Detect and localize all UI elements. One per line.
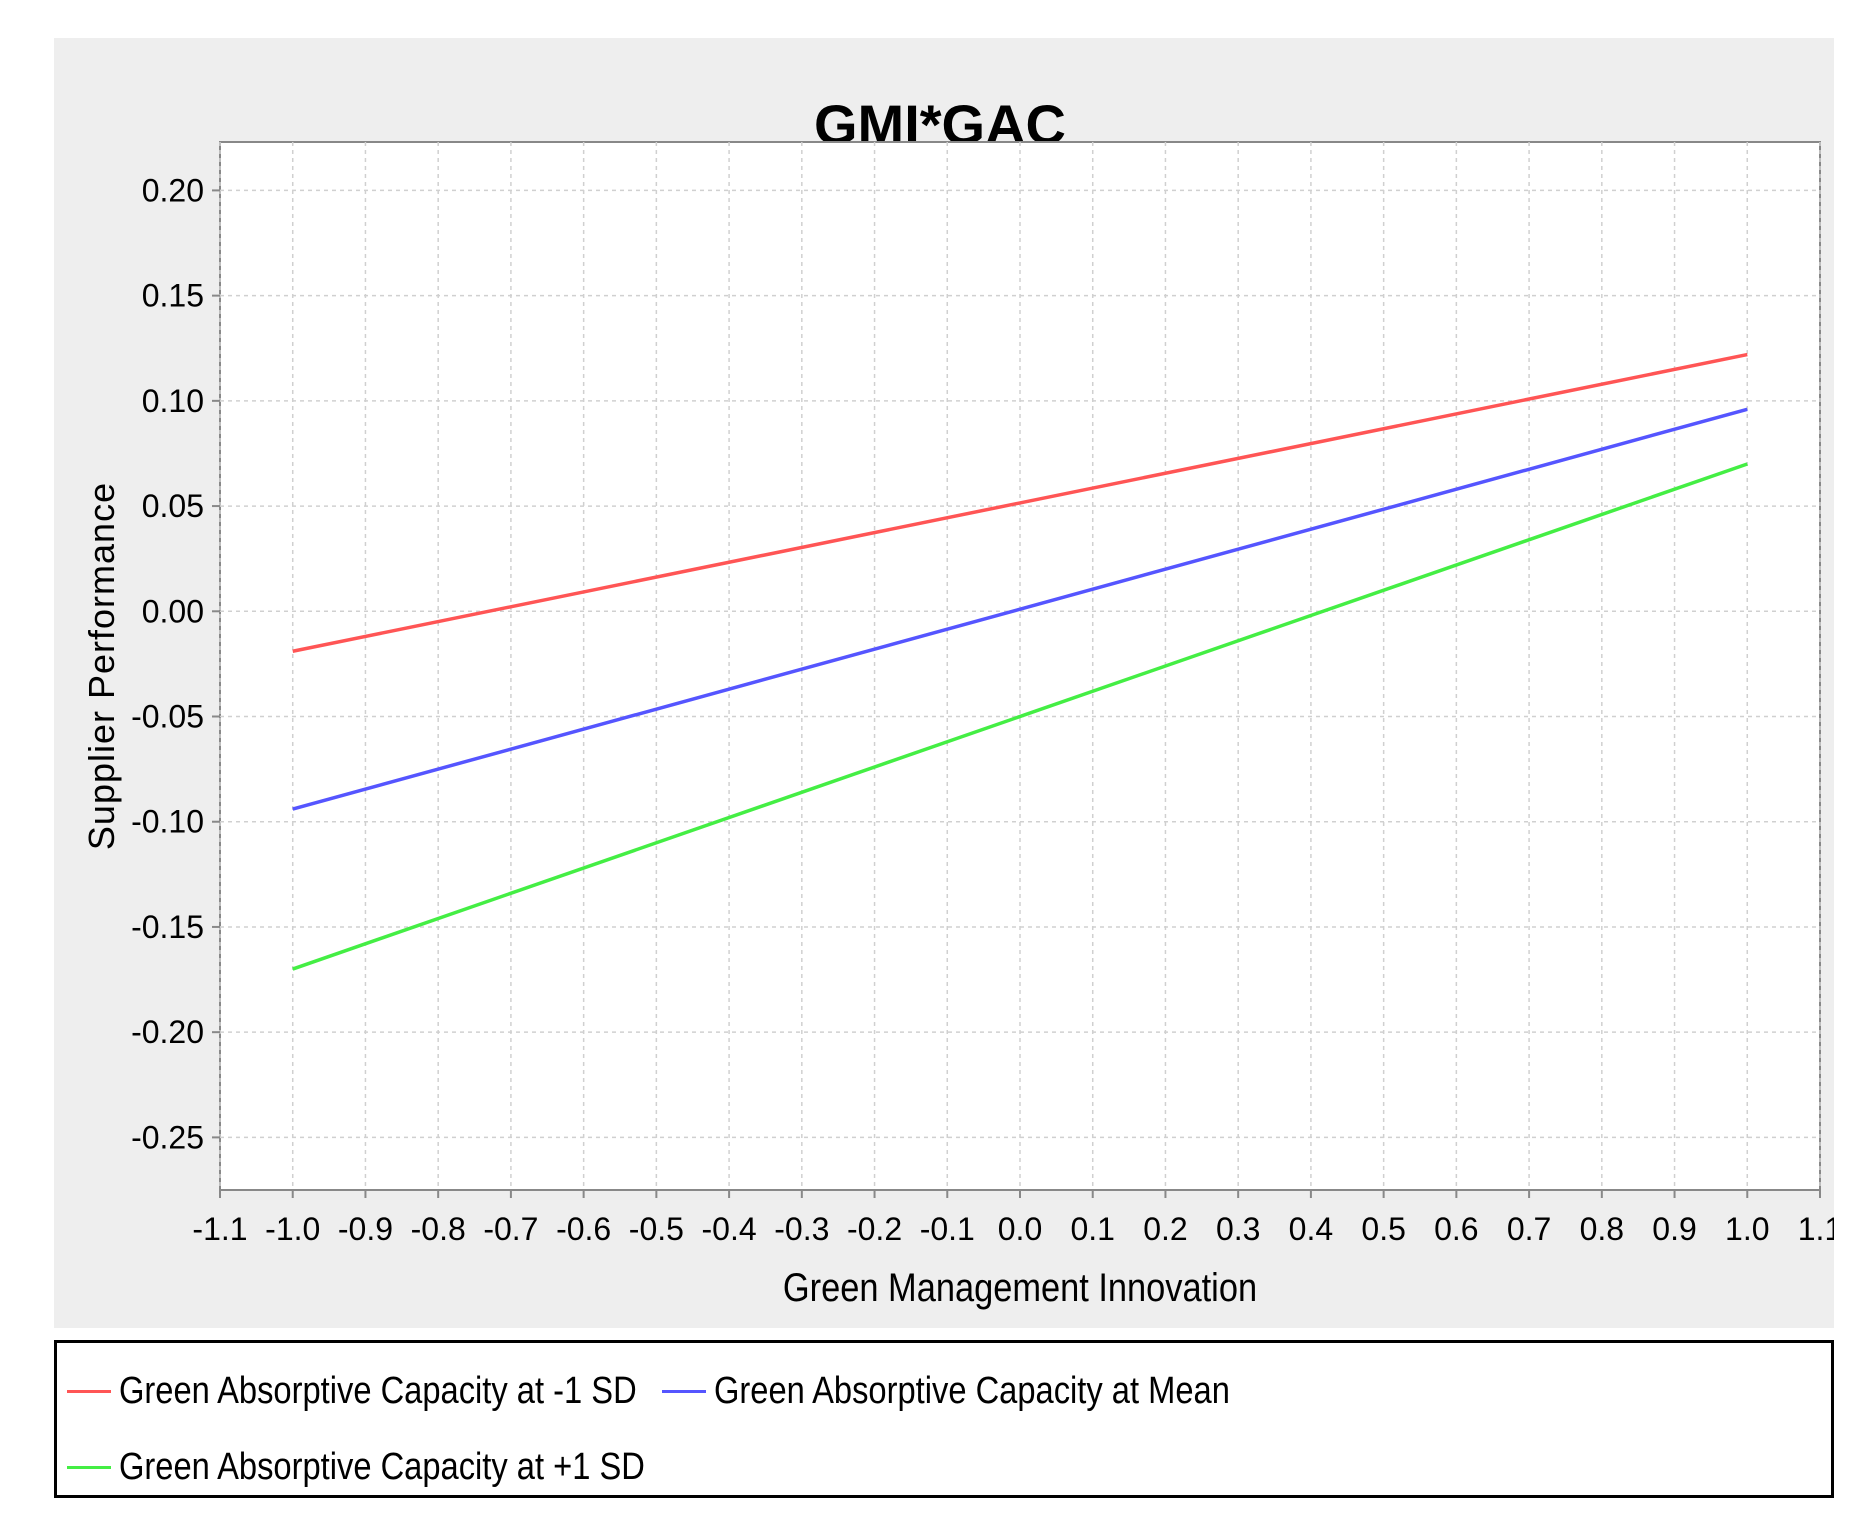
- legend-swatch: [67, 1389, 111, 1393]
- legend-swatch: [662, 1389, 706, 1393]
- grid-lines: [219, 142, 1821, 1190]
- x-tick-label: -0.1: [920, 1211, 975, 1247]
- x-tick-label: 1.1: [1798, 1211, 1834, 1247]
- y-tick-label: -0.25: [131, 1119, 204, 1155]
- x-tick-label: -0.7: [483, 1211, 538, 1247]
- x-tick-label: 0.9: [1652, 1211, 1696, 1247]
- x-tick-label: -1.1: [192, 1211, 247, 1247]
- y-tick-label: -0.15: [131, 909, 204, 945]
- x-tick-label: 0.5: [1361, 1211, 1405, 1247]
- y-tick-label: 0.05: [142, 488, 204, 524]
- x-tick-label: -0.5: [629, 1211, 684, 1247]
- legend-label: Green Absorptive Capacity at +1 SD: [119, 1445, 645, 1488]
- legend: Green Absorptive Capacity at -1 SD Green…: [54, 1340, 1834, 1498]
- legend-item-mean: Green Absorptive Capacity at Mean: [662, 1366, 1314, 1416]
- x-tick-label: 1.0: [1725, 1211, 1769, 1247]
- legend-item-minus-1-sd: Green Absorptive Capacity at -1 SD: [67, 1366, 721, 1416]
- series-line-1: [292, 407, 1748, 811]
- x-axis-label: Green Management Innovation: [783, 1265, 1257, 1310]
- y-axis-label: Supplier Performance: [81, 482, 122, 850]
- y-tick-label: -0.10: [131, 804, 204, 840]
- x-tick-label: -0.8: [411, 1211, 466, 1247]
- x-tick-label: 0.3: [1216, 1211, 1260, 1247]
- chart-panel: GMI*GAC -1.1 -1.0 -0.9 -0.8 -0.7 -0.6 -0.5 -0.4…: [54, 38, 1834, 1328]
- x-tick-label: 0.8: [1580, 1211, 1624, 1247]
- x-tick-label: -0.2: [847, 1211, 902, 1247]
- x-tick-label: -0.6: [556, 1211, 611, 1247]
- y-tick-label: 0.10: [142, 383, 204, 419]
- x-tick-label: 0.2: [1143, 1211, 1187, 1247]
- x-tick-label: -0.9: [338, 1211, 393, 1247]
- axes: -1.1 -1.0 -0.9 -0.8 -0.7 -0.6 -0.5 -0.4 -0.3 -0.2…: [131, 172, 1834, 1247]
- y-tick-label: 0.20: [142, 172, 204, 208]
- x-tick-label: 0.0: [998, 1211, 1042, 1247]
- legend-item-plus-1-sd: Green Absorptive Capacity at +1 SD: [67, 1442, 731, 1492]
- chart-svg: GMI*GAC -1.1 -1.0 -0.9 -0.8 -0.7 -0.6 -0.5 -0.4…: [81, 93, 1834, 1310]
- y-tick-label: -0.20: [131, 1014, 204, 1050]
- x-tick-label: -0.3: [774, 1211, 829, 1247]
- y-tick-label: -0.05: [131, 699, 204, 735]
- legend-label: Green Absorptive Capacity at -1 SD: [119, 1369, 637, 1412]
- x-tick-label: 0.1: [1070, 1211, 1114, 1247]
- x-tick-label: -1.0: [265, 1211, 320, 1247]
- series-line-2: [292, 462, 1748, 971]
- x-tick-label: 0.4: [1289, 1211, 1333, 1247]
- x-tick-label: 0.7: [1507, 1211, 1551, 1247]
- legend-swatch: [67, 1465, 111, 1469]
- x-tick-label: 0.6: [1434, 1211, 1478, 1247]
- y-tick-label: 0.15: [142, 278, 204, 314]
- series-lines: [292, 352, 1748, 971]
- legend-label: Green Absorptive Capacity at Mean: [714, 1369, 1230, 1412]
- series-line-0: [292, 352, 1748, 653]
- x-tick-label: -0.4: [702, 1211, 757, 1247]
- y-tick-label: 0.00: [142, 593, 204, 629]
